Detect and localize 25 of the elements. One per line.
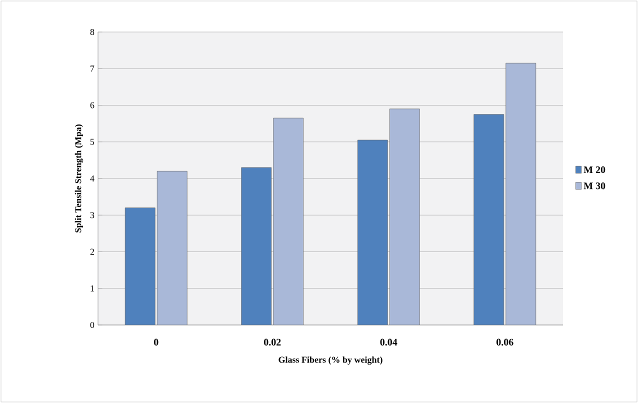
y-tick-label: 2: [90, 248, 94, 255]
y-axis-title: Split Tensile Strength (Mpa): [74, 124, 84, 232]
bar: [156, 170, 188, 325]
bar: [506, 62, 536, 325]
y-tick-label: 4: [90, 176, 94, 182]
legend-label: M 30: [584, 182, 606, 190]
x-tick-label: 0: [154, 338, 158, 346]
bar: [273, 118, 304, 325]
x-tick-label: 0.06: [496, 338, 514, 346]
bar: [124, 208, 156, 325]
y-tick-label: 1: [90, 285, 94, 292]
bar: [474, 114, 504, 325]
y-tick-label: 8: [90, 28, 94, 36]
y-tick-label: 0: [90, 322, 94, 328]
x-tick-label: 0.04: [380, 338, 398, 346]
bar: [357, 140, 388, 325]
bar: [389, 108, 420, 325]
legend-label: M 20: [584, 166, 606, 174]
y-tick-label: 3: [90, 212, 94, 218]
x-tick-label: 0.02: [264, 338, 281, 346]
x-axis-title: Glass Fibers (% by weight): [278, 356, 382, 365]
y-tick-label: 5: [90, 138, 94, 145]
y-tick-label: 7: [90, 66, 94, 72]
bar: [241, 167, 272, 325]
y-tick-label: 6: [90, 102, 94, 108]
